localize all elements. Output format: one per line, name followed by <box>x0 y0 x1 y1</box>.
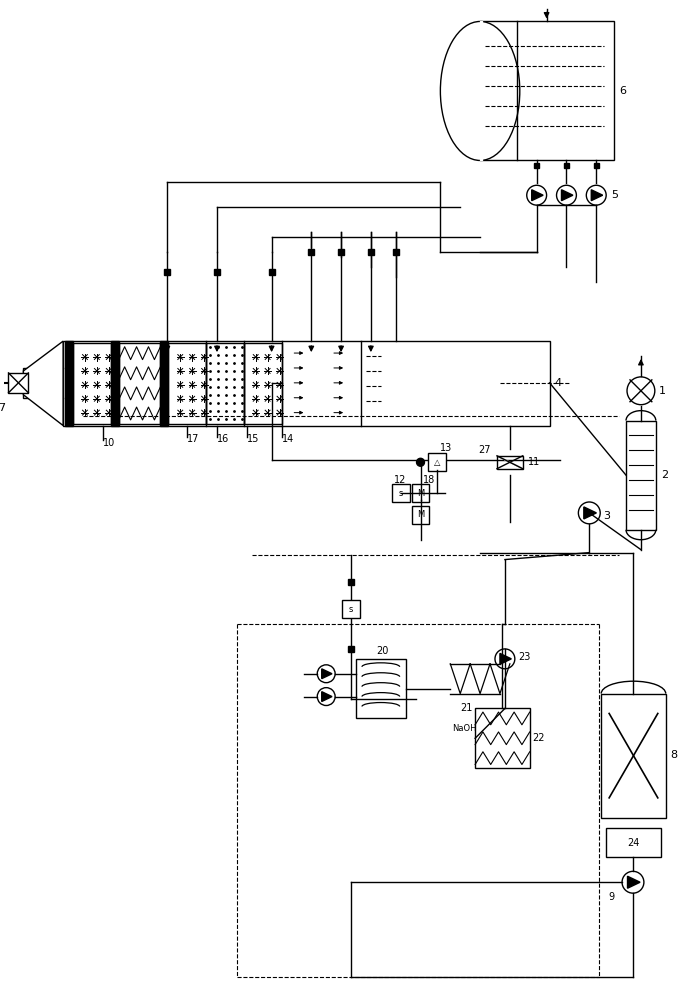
Bar <box>475 708 530 768</box>
Text: 15: 15 <box>247 434 259 444</box>
Bar <box>428 453 447 471</box>
Text: 2: 2 <box>661 470 668 480</box>
Text: 7: 7 <box>0 403 5 413</box>
Bar <box>23 368 53 398</box>
Polygon shape <box>497 456 523 469</box>
Bar <box>393 249 399 255</box>
Bar <box>8 373 28 393</box>
Bar <box>356 659 406 718</box>
Text: 1: 1 <box>659 386 666 396</box>
Text: M: M <box>417 489 424 498</box>
Text: 11: 11 <box>527 457 540 467</box>
Bar <box>601 694 666 818</box>
Polygon shape <box>23 341 63 426</box>
Ellipse shape <box>440 21 520 160</box>
Polygon shape <box>584 507 597 519</box>
Text: 12: 12 <box>394 475 406 485</box>
Bar <box>73 343 111 424</box>
Bar <box>338 249 344 255</box>
Bar <box>564 163 569 168</box>
Text: 9: 9 <box>608 892 614 902</box>
Text: NaOH: NaOH <box>452 724 477 733</box>
Text: 5: 5 <box>611 190 618 200</box>
Bar <box>348 646 354 652</box>
Text: M: M <box>417 510 424 519</box>
Text: s: s <box>399 489 403 498</box>
Bar <box>480 21 482 160</box>
Bar <box>480 21 614 160</box>
Text: △: △ <box>434 458 440 467</box>
Polygon shape <box>627 876 640 888</box>
Circle shape <box>416 458 425 466</box>
Bar <box>626 421 656 530</box>
Bar <box>368 249 374 255</box>
Polygon shape <box>591 190 603 201</box>
Text: s: s <box>349 605 353 614</box>
Polygon shape <box>322 669 332 679</box>
Bar <box>244 343 282 424</box>
Text: 23: 23 <box>518 652 530 662</box>
Bar <box>206 343 244 424</box>
Polygon shape <box>532 190 543 201</box>
Text: 6: 6 <box>619 86 626 96</box>
Text: 14: 14 <box>282 434 294 444</box>
Bar <box>308 249 314 255</box>
Bar <box>534 163 539 168</box>
Bar <box>606 828 661 857</box>
Polygon shape <box>500 653 512 664</box>
Bar <box>412 484 429 502</box>
Text: 8: 8 <box>671 750 678 760</box>
Text: 3: 3 <box>603 511 610 521</box>
Bar <box>160 341 169 426</box>
Text: 4: 4 <box>555 378 562 388</box>
Bar <box>65 341 73 426</box>
Bar <box>412 506 429 524</box>
Text: 27: 27 <box>478 445 490 455</box>
Text: 17: 17 <box>187 434 199 444</box>
Bar <box>392 484 410 502</box>
Text: 13: 13 <box>440 443 453 453</box>
Text: 16: 16 <box>217 434 229 444</box>
Text: 24: 24 <box>627 838 639 848</box>
Bar <box>119 343 160 424</box>
Polygon shape <box>322 692 332 701</box>
Text: 21: 21 <box>460 703 473 713</box>
Bar <box>497 456 523 469</box>
Text: 22: 22 <box>533 733 545 743</box>
Bar <box>269 269 275 275</box>
Bar <box>169 343 206 424</box>
Bar <box>63 341 549 426</box>
Bar <box>342 600 360 618</box>
Bar <box>214 269 220 275</box>
Text: 10: 10 <box>103 438 115 448</box>
Text: 18: 18 <box>423 475 435 485</box>
Polygon shape <box>562 190 573 201</box>
Bar <box>111 341 119 426</box>
Bar <box>164 269 171 275</box>
Bar <box>348 579 354 585</box>
Bar <box>594 163 599 168</box>
Text: 20: 20 <box>376 646 388 656</box>
